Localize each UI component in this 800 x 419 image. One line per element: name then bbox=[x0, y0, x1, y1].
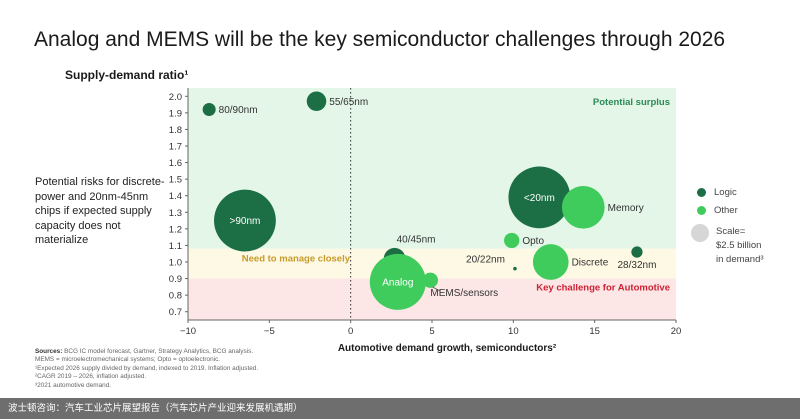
sources-block: Sources: BCG IC model forecast, Gartner,… bbox=[35, 348, 435, 390]
zone-label-surplus: Potential surplus bbox=[593, 97, 670, 108]
y-tick-label: 1.1 bbox=[169, 241, 182, 252]
bubble-90nm bbox=[214, 189, 276, 252]
y-axis-label: Supply-demand ratio¹ bbox=[65, 68, 189, 82]
sources-line-4: ³2021 automotive demand. bbox=[35, 381, 112, 389]
legend-logic-label: Logic bbox=[714, 187, 737, 198]
y-tick-label: 1.2 bbox=[169, 224, 182, 235]
y-tick-label: 1.7 bbox=[169, 142, 182, 153]
y-tick-label: 1.0 bbox=[169, 258, 182, 269]
sources-line-0: BCG IC model forecast, Gartner, Strategy… bbox=[64, 348, 254, 355]
bubble-memory bbox=[561, 185, 605, 229]
risk-note: Potential risks for discrete-power and 2… bbox=[35, 176, 165, 246]
zone-label-manage: Need to manage closely bbox=[242, 254, 351, 265]
y-tick-label: 0.9 bbox=[169, 274, 182, 285]
bubble-opto bbox=[504, 232, 520, 249]
x-tick-label: 5 bbox=[429, 326, 434, 337]
bubble-2832nm bbox=[631, 246, 643, 258]
bubble-memssensors bbox=[422, 272, 439, 288]
scale-bubble-icon bbox=[691, 224, 709, 242]
legend-scale: Scale= $2.5 billion in demand³ bbox=[691, 224, 764, 267]
bubble-analog bbox=[369, 253, 426, 310]
y-tick-label: 1.3 bbox=[169, 208, 182, 219]
bubble-label-4045nm: 40/45nm bbox=[397, 235, 436, 246]
x-tick-label: 10 bbox=[508, 326, 519, 337]
x-tick-label: −5 bbox=[264, 326, 275, 337]
mems-leader-line bbox=[432, 286, 441, 292]
y-tick-label: 1.8 bbox=[169, 125, 182, 136]
bubble-label-2022nm: 20/22nm bbox=[466, 255, 505, 266]
y-tick-label: 1.9 bbox=[169, 108, 182, 119]
bubble-label-memssensors: MEMS/sensors bbox=[430, 288, 498, 299]
bubble-label-discrete: Discrete bbox=[572, 258, 609, 269]
bubble-label-analog: Analog bbox=[382, 277, 413, 288]
x-tick-label: −10 bbox=[180, 326, 196, 337]
footer-bar: 波士顿咨询：汽车工业芯片展望报告（汽车芯片产业迎来发展机遇期） bbox=[0, 398, 800, 419]
bubble-label-8090nm: 80/90nm bbox=[219, 105, 258, 116]
y-tick-label: 1.4 bbox=[169, 191, 182, 202]
zone-label-challenge: Key challenge for Automotive bbox=[536, 283, 670, 294]
chart-title: Analog and MEMS will be the key semicond… bbox=[34, 28, 726, 51]
bubble-label-opto: Opto bbox=[522, 236, 544, 247]
sources-line-1: MEMS = microelectromechanical systems; O… bbox=[35, 356, 221, 364]
footer-text: 波士顿咨询：汽车工业芯片展望报告（汽车芯片产业迎来发展机遇期） bbox=[8, 403, 303, 414]
scale-text: Scale= $2.5 billion in demand³ bbox=[716, 225, 764, 267]
x-tick-label: 20 bbox=[671, 326, 682, 337]
y-tick-label: 1.5 bbox=[169, 175, 182, 186]
y-tick-label: 2.0 bbox=[169, 92, 182, 103]
legend-other: Other bbox=[697, 205, 738, 216]
bubble-discrete bbox=[532, 244, 569, 280]
scale-line-2: $2.5 billion bbox=[716, 240, 762, 251]
bubble-20nm bbox=[508, 166, 571, 229]
x-tick-label: 0 bbox=[348, 326, 353, 337]
bubble-label-90nm: >90nm bbox=[230, 216, 261, 227]
sources-line-2: ¹Expected 2026 supply divided by demand,… bbox=[35, 364, 259, 372]
bubble-5565nm bbox=[306, 91, 327, 112]
legend-logic: Logic bbox=[697, 187, 737, 198]
other-legend-dot bbox=[697, 206, 706, 215]
y-tick-label: 1.6 bbox=[169, 158, 182, 169]
bubble-2022nm bbox=[513, 266, 517, 271]
bubble-label-5565nm: 55/65nm bbox=[329, 97, 368, 108]
bubble-8090nm bbox=[202, 103, 216, 117]
sources-line-3: ²CAGR 2019 – 2026, inflation adjusted. bbox=[35, 373, 147, 381]
logic-legend-dot bbox=[697, 188, 706, 197]
x-axis-label: Automotive demand growth, semiconductors… bbox=[338, 343, 557, 354]
x-tick-label: 15 bbox=[589, 326, 600, 337]
y-tick-label: 0.7 bbox=[169, 307, 182, 318]
bubble-label-2832nm: 28/32nm bbox=[617, 260, 656, 271]
legend-other-label: Other bbox=[714, 205, 738, 216]
scale-line-1: Scale= bbox=[716, 226, 746, 237]
y-tick-label: 0.8 bbox=[169, 291, 182, 302]
bubble-label-20nm: <20nm bbox=[524, 193, 555, 204]
bubble-label-memory: Memory bbox=[608, 203, 644, 214]
sources-label: Sources: bbox=[35, 348, 63, 355]
scale-line-3: in demand³ bbox=[716, 254, 764, 265]
